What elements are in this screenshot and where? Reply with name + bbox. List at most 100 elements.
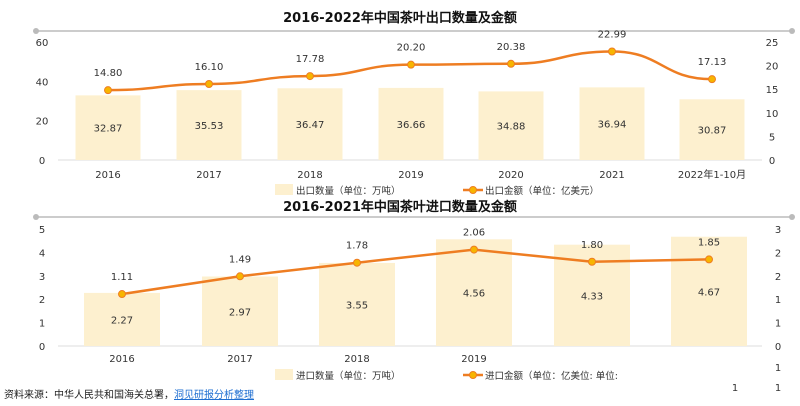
separator-end-dot	[789, 28, 795, 34]
line-data-label: 1.11	[111, 272, 133, 283]
line-marker	[705, 255, 713, 264]
line-marker	[353, 258, 361, 267]
line-data-label: 14.80	[94, 68, 123, 79]
legend-line-marker	[469, 186, 477, 194]
legend-line-label: 出口金额（单位：亿美元）	[485, 185, 599, 197]
chart-title: 2016-2022年中国茶叶出口数量及金额	[283, 10, 517, 26]
line-data-label: 16.10	[195, 62, 224, 73]
bar	[679, 99, 745, 160]
line-data-label: 20.20	[397, 43, 426, 54]
line-marker	[608, 47, 616, 56]
bar-data-label: 4.67	[698, 287, 720, 298]
right-axis-tick-label: 2	[775, 248, 781, 259]
bar	[176, 90, 242, 160]
right-axis-tick-label: 3	[775, 225, 781, 236]
right-axis-tick-label: 1	[775, 319, 781, 330]
line-marker	[708, 75, 716, 84]
bar	[84, 292, 160, 346]
bar-data-label: 2.97	[229, 307, 251, 318]
left-axis-tick-label: 20	[36, 117, 49, 128]
x-axis-tick-label: 2017	[196, 170, 221, 181]
legend-bar-swatch	[275, 369, 293, 380]
bar-data-label: 35.53	[195, 121, 224, 132]
x-axis-tick-label: 2019	[461, 354, 486, 365]
chart-title: 2016-2021年中国茶叶进口数量及金额	[283, 199, 517, 215]
x-axis-tick-label: 2016	[109, 354, 134, 365]
right-axis-tick-label: 25	[766, 38, 779, 49]
bar	[579, 87, 645, 160]
bar	[436, 239, 512, 346]
line-marker	[118, 290, 126, 299]
x-axis-tick-label: 2022年1-10月	[678, 168, 746, 181]
separator-end-dot	[33, 214, 39, 220]
bar-data-label: 36.94	[598, 120, 627, 131]
bar	[378, 87, 444, 160]
line-marker	[470, 245, 478, 254]
line-data-label: 1.49	[229, 254, 251, 265]
left-axis-tick-label: 3	[39, 272, 45, 283]
line-data-label: 1.78	[346, 241, 368, 252]
left-axis-tick-label: 2	[39, 295, 45, 306]
left-axis-tick-label: 0	[39, 156, 45, 167]
bar-data-label: 34.88	[497, 122, 526, 133]
line-marker	[306, 72, 314, 81]
left-axis-tick-label: 4	[39, 248, 45, 259]
line-data-label: 1.85	[698, 237, 720, 248]
line-data-label: 17.13	[698, 57, 727, 68]
right-axis-tick-label: 15	[766, 85, 779, 96]
bar	[319, 262, 395, 346]
legend-bar-label: 进口数量（单位：万吨）	[296, 370, 401, 382]
bar-data-label: 2.27	[111, 315, 133, 326]
right-axis-tick-label: 1	[775, 295, 781, 306]
x-axis-tick-label: 2016	[95, 170, 120, 181]
source-note: 资料来源：中华人民共和国海关总署，洞见研报分析整理	[4, 386, 254, 401]
line-data-label: 2.06	[463, 228, 485, 239]
right-axis-tick-label: 10	[766, 109, 779, 120]
right-axis-tick-label: 0	[769, 156, 775, 167]
bar	[277, 88, 343, 160]
bar	[671, 236, 747, 346]
bar-data-label: 36.47	[296, 120, 325, 131]
bar-data-label: 32.87	[94, 124, 123, 135]
bar-data-label: 4.56	[463, 289, 485, 300]
right-axis-tick-label: 1	[775, 383, 781, 394]
bar-data-label: 4.33	[581, 291, 603, 302]
x-axis-tick-label: 2019	[398, 170, 423, 181]
x-axis-tick-label: 2021	[599, 170, 624, 181]
left-axis-tick-label: 60	[36, 38, 49, 49]
line-data-label: 1.80	[581, 240, 603, 251]
legend-bar-label: 出口数量（单位：万吨）	[296, 185, 401, 197]
bar-data-label: 36.66	[397, 120, 426, 131]
right-axis-tick-label: 20	[766, 62, 779, 73]
separator-end-dot	[33, 28, 39, 34]
left-axis-tick-label: 5	[39, 225, 45, 236]
left-axis-tick-label: 0	[39, 342, 45, 353]
right-axis-tick-label: 0	[775, 342, 781, 353]
legend-line-marker	[469, 371, 477, 379]
line-marker	[205, 80, 213, 89]
bar	[478, 91, 544, 160]
right-axis-tick-label: 1	[732, 383, 738, 394]
line-data-label: 17.78	[296, 54, 325, 65]
line-marker	[507, 59, 515, 68]
line-marker	[236, 272, 244, 281]
left-axis-tick-label: 1	[39, 319, 45, 330]
right-axis-tick-label: 5	[769, 132, 775, 143]
x-axis-tick-label: 2018	[297, 170, 322, 181]
bar-data-label: 3.55	[346, 300, 368, 311]
bar	[202, 276, 278, 346]
bar	[75, 95, 141, 160]
bar-data-label: 30.87	[698, 126, 727, 137]
separator-end-dot	[789, 214, 795, 220]
right-axis-tick-label: 2	[775, 272, 781, 283]
line-data-label: 20.38	[497, 42, 526, 53]
legend-line-label: 进口金额（单位：亿美位: 单位:	[485, 370, 618, 382]
line-marker	[407, 60, 415, 69]
x-axis-tick-label: 2018	[344, 354, 369, 365]
source-link[interactable]: 洞见研报分析整理	[174, 390, 254, 401]
line-data-label: 22.99	[598, 29, 627, 40]
right-axis-tick-label: 1	[775, 363, 781, 374]
source-prefix: 资料来源：中华人民共和国海关总署，	[4, 390, 174, 401]
legend-bar-swatch	[275, 184, 293, 195]
